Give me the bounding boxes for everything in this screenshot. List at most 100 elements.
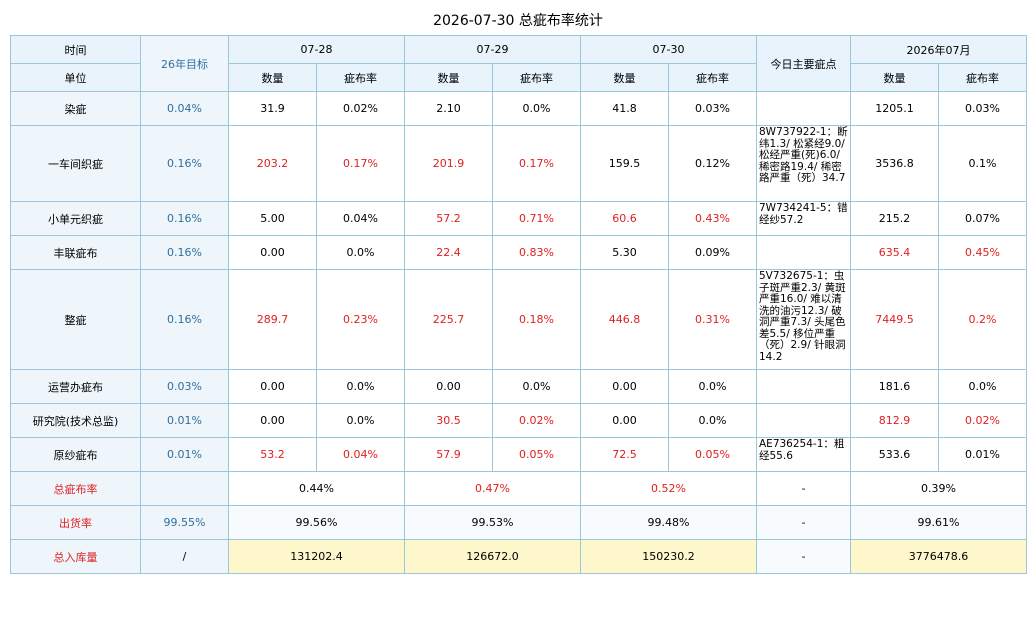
qty-cell: 446.8 (580, 269, 669, 370)
qty-header: 数量 (580, 63, 669, 92)
table-row: 原纱疵布 0.01% 53.2 0.04% 57.9 0.05% 72.5 0.… (10, 437, 1027, 472)
rate-cell: 0.04% (316, 201, 405, 236)
rate-cell: 0.12% (668, 125, 757, 202)
rate-cell: 0.0% (316, 235, 405, 270)
main-defect-note: - (756, 505, 851, 540)
total-rate-row: 总疵布率 0.44% 0.47% 0.52% - 0.39% (10, 471, 1027, 506)
row-label: 丰联疵布 (10, 235, 141, 270)
table-row: 小单元织疵 0.16% 5.00 0.04% 57.2 0.71% 60.6 0… (10, 201, 1027, 236)
total-rate-day-3: 0.52% (580, 471, 757, 506)
main-defect-note (756, 235, 851, 270)
month-rate-cell: 0.07% (938, 201, 1027, 236)
total-rate-month: 0.39% (850, 471, 1027, 506)
rate-cell: 0.31% (668, 269, 757, 370)
rate-cell: 0.0% (316, 369, 405, 404)
rate-cell: 0.03% (668, 91, 757, 126)
stock-in-row: 总入库量 / 131202.4 126672.0 150230.2 - 3776… (10, 539, 1027, 574)
month-qty-cell: 7449.5 (850, 269, 939, 370)
target-value: 99.55% (140, 505, 229, 540)
qty-cell: 2.10 (404, 91, 493, 126)
qty-cell: 22.4 (404, 235, 493, 270)
month-qty-cell: 215.2 (850, 201, 939, 236)
target-value: 0.01% (140, 403, 229, 438)
main-defect-note: - (756, 539, 851, 574)
row-label: 染疵 (10, 91, 141, 126)
rate-cell: 0.09% (668, 235, 757, 270)
month-qty-cell: 1205.1 (850, 91, 939, 126)
qty-cell: 203.2 (228, 125, 317, 202)
ship-rate-month: 99.61% (850, 505, 1027, 540)
qty-cell: 289.7 (228, 269, 317, 370)
ship-rate-label: 出货率 (10, 505, 141, 540)
time-header: 时间 (10, 35, 141, 64)
qty-cell: 0.00 (404, 369, 493, 404)
main-defect-note (756, 403, 851, 438)
table-row: 一车间织疵 0.16% 203.2 0.17% 201.9 0.17% 159.… (10, 125, 1027, 202)
main-defect-note: 7W734241-5：错经纱57.2 (756, 201, 851, 236)
month-rate-cell: 0.0% (938, 369, 1027, 404)
main-defect-note: AE736254-1：粗经55.6 (756, 437, 851, 472)
row-label: 原纱疵布 (10, 437, 141, 472)
rate-header: 疵布率 (316, 63, 405, 92)
qty-cell: 5.30 (580, 235, 669, 270)
month-qty-cell: 812.9 (850, 403, 939, 438)
rate-cell: 0.23% (316, 269, 405, 370)
month-qty-cell: 635.4 (850, 235, 939, 270)
rate-cell: 0.17% (316, 125, 405, 202)
month-rate-cell: 0.2% (938, 269, 1027, 370)
unit-header: 单位 (10, 63, 141, 92)
rate-cell: 0.71% (492, 201, 581, 236)
total-rate-label: 总疵布率 (10, 471, 141, 506)
month-rate-cell: 0.02% (938, 403, 1027, 438)
rate-cell: 0.0% (316, 403, 405, 438)
target-value: 0.16% (140, 235, 229, 270)
qty-cell: 0.00 (580, 403, 669, 438)
rate-header: 疵布率 (938, 63, 1027, 92)
total-rate-day-1: 0.44% (228, 471, 405, 506)
target-value: 0.16% (140, 269, 229, 370)
rate-cell: 0.83% (492, 235, 581, 270)
target-value: 0.16% (140, 125, 229, 202)
month-rate-cell: 0.01% (938, 437, 1027, 472)
row-label: 小单元织疵 (10, 201, 141, 236)
qty-cell: 60.6 (580, 201, 669, 236)
qty-cell: 0.00 (580, 369, 669, 404)
target-value: 0.16% (140, 201, 229, 236)
ship-rate-day-1: 99.56% (228, 505, 405, 540)
rate-cell: 0.02% (316, 91, 405, 126)
defect-rate-table: 时间 26年目标 07-28 07-29 07-30 今日主要疵点 2026年0… (10, 35, 1027, 574)
qty-cell: 31.9 (228, 91, 317, 126)
rate-cell: 0.18% (492, 269, 581, 370)
rate-cell: 0.0% (492, 91, 581, 126)
qty-cell: 53.2 (228, 437, 317, 472)
qty-cell: 159.5 (580, 125, 669, 202)
main-defect-note (756, 369, 851, 404)
target-value: 0.01% (140, 437, 229, 472)
row-label: 一车间织疵 (10, 125, 141, 202)
qty-cell: 201.9 (404, 125, 493, 202)
qty-cell: 57.9 (404, 437, 493, 472)
date-header-2: 07-29 (404, 35, 581, 64)
date-header-3: 07-30 (580, 35, 757, 64)
month-rate-cell: 0.1% (938, 125, 1027, 202)
qty-cell: 57.2 (404, 201, 493, 236)
rate-cell: 0.0% (668, 403, 757, 438)
qty-cell: 225.7 (404, 269, 493, 370)
page-title: 2026-07-30 总疵布率统计 (433, 13, 603, 29)
qty-header: 数量 (404, 63, 493, 92)
stock-in-label: 总入库量 (10, 539, 141, 574)
rate-cell: 0.05% (668, 437, 757, 472)
qty-cell: 0.00 (228, 235, 317, 270)
qty-cell: 72.5 (580, 437, 669, 472)
qty-cell: 30.5 (404, 403, 493, 438)
rate-cell: 0.0% (668, 369, 757, 404)
row-label: 研究院(技术总监) (10, 403, 141, 438)
table-row: 运营办疵布 0.03% 0.00 0.0% 0.00 0.0% 0.00 0.0… (10, 369, 1027, 404)
rate-header: 疵布率 (492, 63, 581, 92)
target-value: / (140, 539, 229, 574)
rate-cell: 0.43% (668, 201, 757, 236)
qty-cell: 41.8 (580, 91, 669, 126)
row-label: 运营办疵布 (10, 369, 141, 404)
month-qty-cell: 3536.8 (850, 125, 939, 202)
month-rate-cell: 0.45% (938, 235, 1027, 270)
